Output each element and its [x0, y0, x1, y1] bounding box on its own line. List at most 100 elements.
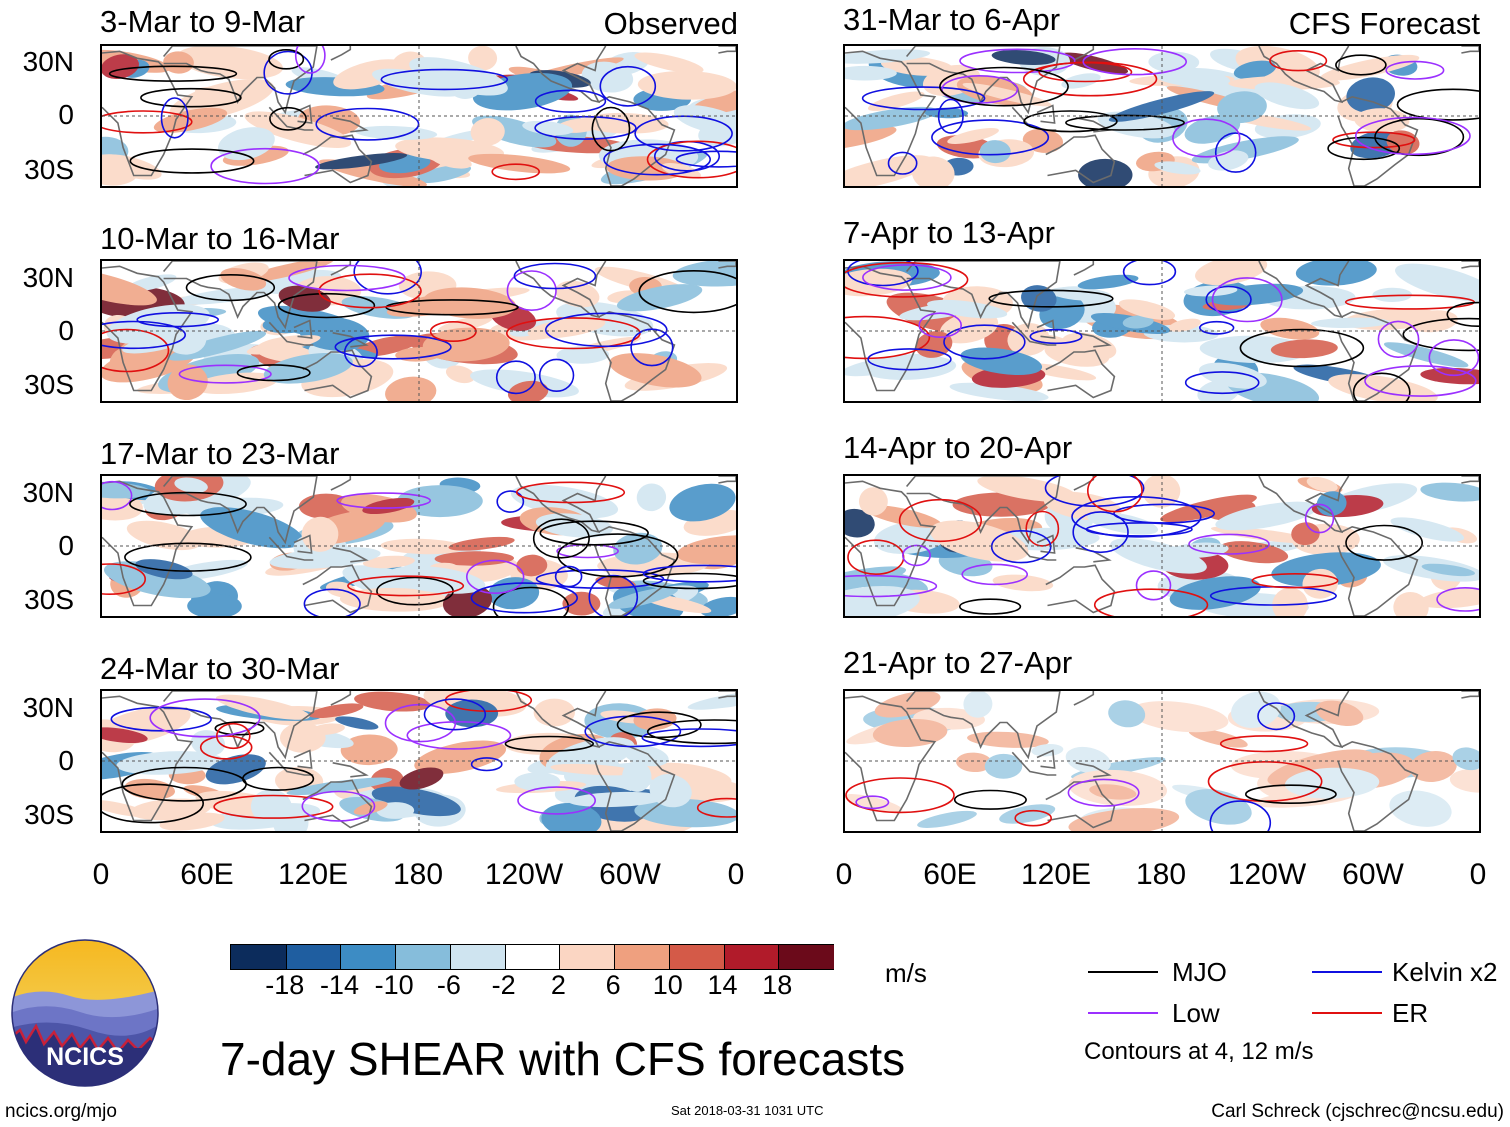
contour [1377, 320, 1420, 359]
coastline [1461, 261, 1479, 269]
coastline [302, 564, 373, 614]
coastline [268, 751, 314, 776]
contour [539, 520, 649, 546]
shear-blob [250, 789, 292, 825]
contour [1093, 588, 1209, 616]
shear-blob [1129, 701, 1229, 733]
contour [466, 559, 525, 595]
contour [1269, 50, 1328, 72]
shear-blob [963, 691, 993, 718]
contour [1239, 328, 1365, 368]
contour [1355, 116, 1471, 156]
shear-blob [927, 299, 1008, 319]
shear-blob [962, 83, 1052, 107]
source-url[interactable]: ncics.org/mjo [5, 1101, 117, 1122]
contour [1304, 503, 1335, 534]
shear-blob [333, 59, 406, 90]
contour [1025, 510, 1060, 547]
contour [603, 143, 711, 176]
shear-blob [949, 382, 1049, 401]
contour [517, 786, 596, 815]
shear-blob [423, 287, 517, 319]
legend-line-mjo [1088, 971, 1158, 973]
shear-blob [700, 596, 736, 616]
lon-label-360-left: 0 [727, 858, 745, 891]
contour [178, 364, 272, 384]
observed-tag: Observed [603, 6, 738, 41]
shear-blob [315, 152, 408, 170]
colorbar-tick-label: 6 [605, 970, 621, 1000]
colorbar-tick-label: 2 [550, 970, 566, 1000]
contour [1335, 54, 1387, 76]
contour [102, 110, 193, 134]
contour [675, 150, 736, 168]
coastlines [102, 261, 736, 401]
shear-blob [1254, 82, 1320, 110]
legend-label-mjo: MJO [1172, 957, 1227, 987]
shear-blob [1315, 700, 1364, 727]
shear-blob [992, 574, 1054, 592]
lat-label-30s-3: 30S [24, 584, 74, 615]
contour [1188, 533, 1270, 555]
contour [988, 289, 1114, 308]
shear-blob [354, 691, 431, 712]
shear-blob [215, 694, 310, 720]
colorbar-tick-label: 18 [762, 970, 793, 1000]
shear-blob [1168, 318, 1201, 332]
panel-title-fcst-2: 7-Apr to 13-Apr [843, 215, 1055, 250]
contour [136, 311, 219, 328]
shear-blob [917, 810, 977, 828]
coastline [1073, 46, 1095, 61]
shear-blob [999, 804, 1056, 824]
coastline [162, 476, 318, 545]
lat-label-30n-1: 30N [22, 46, 74, 77]
contour [336, 492, 432, 509]
contour-lines [102, 46, 736, 185]
colorbar-cell-2 [340, 945, 397, 969]
contour [1214, 132, 1257, 173]
coastline [905, 476, 1061, 545]
contour [845, 574, 938, 598]
shear-blob [187, 593, 242, 616]
coastline [102, 695, 194, 822]
contour [301, 790, 376, 822]
coastline [102, 50, 194, 177]
contour [129, 148, 255, 174]
lon-label-0-left: 0 [92, 858, 110, 891]
contour [491, 163, 541, 181]
coastlines [845, 691, 1479, 831]
map-panel-fcst-1 [843, 44, 1481, 188]
shear-blob [1089, 784, 1137, 800]
lon-label-60e-left: 60E [180, 858, 234, 891]
shear-blob [1291, 522, 1320, 546]
panel-title-obs-4: 24-Mar to 30-Mar [100, 651, 340, 686]
shear-blob [622, 760, 652, 792]
coastline [302, 349, 373, 399]
coastline [1073, 691, 1095, 706]
shear-blob [845, 353, 932, 377]
lat-label-30n-3: 30N [22, 477, 74, 508]
shear-blob [1044, 340, 1110, 367]
lon-label-0-right: 0 [835, 858, 853, 891]
contour [1014, 809, 1052, 827]
coastline [515, 691, 607, 749]
shear-blob [1452, 747, 1479, 771]
contour [918, 312, 962, 338]
shear-blob [445, 365, 475, 384]
map-panel-obs-1 [100, 44, 738, 188]
shear-blob [845, 49, 931, 64]
colorbar-units: m/s [885, 958, 927, 988]
contour [129, 491, 247, 517]
contour [504, 735, 594, 752]
shear-blob [550, 763, 637, 776]
panel-title-fcst-3: 14-Apr to 20-Apr [843, 430, 1073, 465]
contour [216, 722, 251, 750]
shear-blob [308, 703, 364, 718]
shear-blob [430, 152, 472, 169]
ncics-logo: NCICS [10, 938, 160, 1088]
map-panel-fcst-2 [843, 259, 1481, 403]
contour-lines [102, 480, 736, 616]
colorbar-tick-label: -18 [265, 970, 305, 1000]
coastline [162, 691, 318, 760]
shear-blob [608, 587, 678, 609]
